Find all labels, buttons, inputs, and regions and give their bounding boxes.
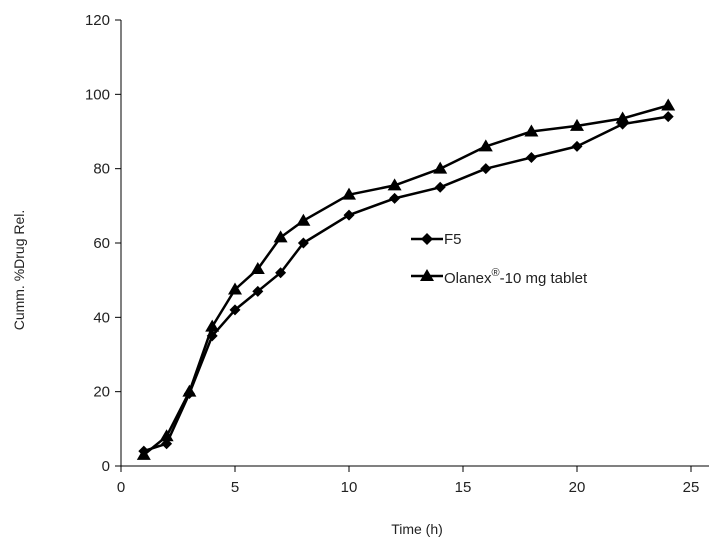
legend-marker-f5 xyxy=(421,233,433,245)
x-tick-label: 10 xyxy=(341,479,358,496)
y-tick-label: 20 xyxy=(93,384,110,401)
data-point-triangle xyxy=(615,111,630,124)
data-point-triangle xyxy=(342,187,356,200)
data-point-diamond xyxy=(252,285,264,297)
legend-label-olanex-sup: ® xyxy=(492,267,500,279)
data-point-diamond xyxy=(525,152,537,164)
series-olanex xyxy=(136,98,676,460)
data-point-triangle xyxy=(159,429,174,442)
data-point-triangle xyxy=(136,447,151,460)
data-point-triangle xyxy=(228,282,242,295)
data-point-triangle xyxy=(182,384,197,397)
legend-label-olanex-rest: -10 mg tablet xyxy=(500,270,588,287)
data-point-triangle xyxy=(387,178,402,191)
x-tick-label: 25 xyxy=(683,479,700,496)
y-ticks: 0 20 40 60 80 100 120 xyxy=(85,12,121,475)
data-point-diamond xyxy=(297,237,309,249)
y-tick-label: 120 xyxy=(85,12,110,29)
data-point-triangle xyxy=(433,161,448,174)
data-point-triangle xyxy=(570,118,584,131)
data-point-triangle xyxy=(661,98,676,111)
data-point-diamond xyxy=(229,304,241,316)
data-point-diamond xyxy=(389,192,401,204)
y-tick-label: 0 xyxy=(102,458,110,475)
data-point-triangle xyxy=(296,213,311,226)
x-ticks: 0 5 10 15 20 25 xyxy=(117,466,700,496)
x-tick-label: 20 xyxy=(569,479,586,496)
data-point-triangle xyxy=(478,139,493,152)
data-point-triangle xyxy=(524,124,539,137)
data-point-triangle xyxy=(250,262,265,275)
legend: F5 Olanex®-10 mg tablet xyxy=(411,231,588,287)
data-point-diamond xyxy=(662,111,674,123)
y-tick-label: 80 xyxy=(93,161,110,178)
data-point-diamond xyxy=(275,267,287,279)
data-point-triangle xyxy=(205,319,220,332)
series-f5 xyxy=(138,111,674,457)
series-line xyxy=(143,115,669,453)
data-point-triangle xyxy=(273,230,288,243)
data-point-diamond xyxy=(571,140,583,152)
x-axis-label: Time (h) xyxy=(391,521,443,537)
series-line xyxy=(143,104,669,456)
x-tick-label: 15 xyxy=(455,479,472,496)
axes xyxy=(120,20,709,467)
legend-label-olanex-base: Olanex xyxy=(444,270,492,287)
data-point-diamond xyxy=(434,181,446,193)
legend-item-olanex: Olanex®-10 mg tablet xyxy=(411,267,588,287)
legend-label-olanex: Olanex®-10 mg tablet xyxy=(444,267,588,287)
y-tick-label: 100 xyxy=(85,86,110,103)
data-point-diamond xyxy=(343,209,355,221)
legend-marker-olanex xyxy=(420,269,434,281)
x-tick-label: 5 xyxy=(231,479,239,496)
legend-item-f5: F5 xyxy=(411,231,462,248)
x-tick-label: 0 xyxy=(117,479,125,496)
y-tick-label: 40 xyxy=(93,309,110,326)
series-layer xyxy=(136,98,676,460)
data-point-diamond xyxy=(480,163,492,175)
y-axis-label: Cumm. %Drug Rel. xyxy=(11,210,27,331)
legend-label-f5: F5 xyxy=(444,231,462,248)
y-tick-label: 60 xyxy=(93,235,110,252)
